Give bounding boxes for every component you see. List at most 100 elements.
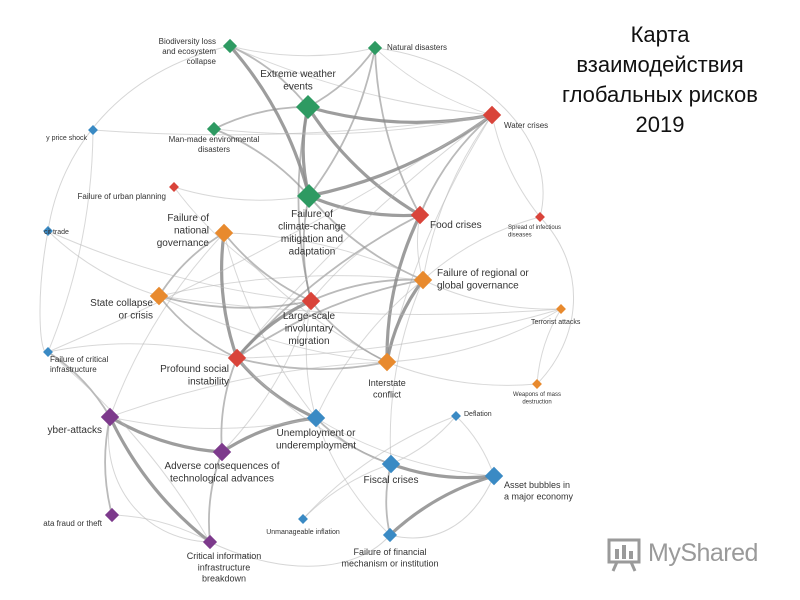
node-label-line: technological advances: [170, 474, 274, 485]
edge-climate_change-man_made: [213, 128, 310, 197]
risk-diamond-icon: [212, 442, 232, 462]
outer-link: [374, 47, 544, 218]
node-label-line: ata fraud or theft: [43, 519, 102, 528]
edge-state_collapse-interstate_conflict: [158, 295, 388, 363]
node-social_instability: Profound social instability: [160, 348, 247, 388]
node-label-line: infrastructure: [198, 562, 251, 572]
edge-cyber_attacks-data_fraud: [104, 416, 113, 516]
node-label-line: climate-change: [278, 222, 346, 233]
node-label-line: events: [283, 82, 312, 93]
node-label-line: Water crises: [504, 121, 548, 130]
node-label: Biodiversity loss and ecosystem collapse: [159, 37, 217, 66]
edge-climate_change-food_crises: [308, 194, 421, 218]
edge-water_crises-social_instability: [236, 114, 493, 359]
edge-critical_infrastructure-water_crises: [47, 114, 493, 353]
node-label-line: or crisis: [119, 311, 153, 322]
edge-regional_governance-interstate_conflict: [385, 279, 425, 363]
risk-diamond-icon: [377, 352, 397, 372]
edge-illicit_trade-state_collapse: [47, 230, 160, 297]
node-label-line: adaptation: [289, 247, 336, 258]
node-man_made: Man-made environmental disasters: [169, 121, 260, 154]
node-food_crises: Food crises: [410, 205, 482, 231]
risk-diamond-icon: [451, 411, 461, 421]
node-label-line: Biodiversity loss: [159, 37, 216, 46]
risk-diamond-icon: [381, 454, 401, 474]
node-urban_planning: Failure of urban planning: [77, 182, 179, 201]
edge-involuntary_migration-unemployment: [305, 300, 317, 419]
risk-diamond-icon: [306, 408, 326, 428]
node-label-line: Profound social: [160, 364, 229, 375]
edge-info_breakdown-critical_infrastructure: [47, 351, 211, 543]
node-label-line: destruction: [522, 400, 551, 406]
edge-natural_disasters-food_crises: [374, 47, 421, 216]
edge-fiscal_crises-unmanageable_inflation: [302, 463, 392, 520]
outer-link: [536, 216, 575, 385]
edge-regional_governance-terrorist_attacks: [422, 279, 562, 310]
edge-climate_change-natural_disasters: [308, 47, 376, 197]
node-label: Profound social instability: [160, 364, 229, 388]
node-label-line: cit trade: [44, 229, 69, 236]
edge-social_instability-terrorist_attacks: [236, 308, 562, 359]
node-label: Critical information infrastructure breakd…: [187, 551, 262, 584]
node-label: Asset bubbles in a major economy: [504, 480, 574, 501]
node-label-line: Terrorist attacks: [531, 319, 581, 326]
node-water_crises: Water crises: [482, 105, 548, 130]
node-label-line: Failure of regional or: [437, 268, 529, 279]
node-label-line: Natural disasters: [387, 43, 447, 52]
node-illicit_trade: cit trade: [43, 226, 69, 236]
edge-unemployment-asset_bubbles: [315, 417, 495, 477]
edge-natural_disasters-water_crises: [374, 47, 493, 116]
node-cyber_attacks: yber-attacks: [48, 407, 120, 436]
node-label-line: Man-made environmental: [169, 135, 260, 144]
title-line: взаимодействия: [576, 52, 744, 77]
edge-illicit_trade-involuntary_migration: [47, 230, 312, 302]
edge-regional_governance-national_governance: [223, 232, 424, 281]
node-label-line: governance: [157, 238, 210, 249]
node-label: Failure of critical infrastructure: [50, 355, 108, 374]
nodes-layer: Biodiversity loss and ecosystem collapse Na…: [43, 37, 581, 584]
node-label-line: migration: [288, 336, 329, 347]
risk-diamond-icon: [301, 291, 321, 311]
node-label-line: conflict: [373, 389, 402, 399]
node-infectious_diseases: Spread of infectious diseases: [508, 212, 561, 239]
node-label-line: Failure of financial: [353, 547, 426, 557]
edge-social_instability-unemployment: [235, 356, 317, 420]
node-label-line: instability: [188, 377, 229, 388]
node-unemployment: Unemployment or underemployment: [276, 408, 356, 452]
node-label-line: Asset bubbles in: [504, 480, 570, 490]
node-label-line: involuntary: [285, 324, 333, 335]
node-label: Fiscal crises: [363, 475, 418, 486]
node-label-line: Deflation: [464, 411, 492, 418]
edge-state_collapse-social_instability: [158, 295, 238, 359]
edge-cyber_attacks-adverse_tech: [109, 415, 223, 454]
edge-info_breakdown-data_fraud: [111, 514, 211, 543]
edge-unemployment-adverse_tech: [221, 416, 317, 454]
edge-adverse_tech-info_breakdown: [208, 451, 223, 543]
node-extreme_weather: Extreme weather events: [260, 69, 336, 120]
node-national_governance: Failure of national governance: [157, 213, 234, 249]
outer-link: [47, 45, 231, 232]
node-label: Extreme weather events: [260, 69, 336, 93]
edge-social_instability-critical_infrastructure: [47, 343, 238, 359]
risk-diamond-icon: [169, 182, 179, 192]
title-line: Карта: [630, 22, 690, 47]
edge-social_instability-interstate_conflict: [236, 357, 388, 371]
risk-diamond-icon: [149, 286, 169, 306]
edge-water_crises-interstate_conflict: [386, 114, 493, 363]
node-label: Weapons of mass destruction: [513, 392, 561, 406]
edge-involuntary_migration-interstate_conflict: [310, 300, 388, 363]
edge-regional_governance-social_instability: [236, 279, 424, 359]
node-label-line: Interstate: [368, 378, 406, 388]
node-adverse_tech: Adverse consequences of technological adv…: [164, 442, 280, 485]
edge-climate_change-water_crises: [308, 113, 493, 198]
edge-regional_governance-unemployment: [315, 279, 424, 419]
node-label-line: Extreme weather: [260, 69, 336, 80]
node-label-line: underemployment: [276, 441, 356, 452]
node-label: Water crises: [504, 121, 548, 130]
edge-state_collapse-terrorist_attacks: [158, 295, 562, 315]
node-label-line: infrastructure: [50, 365, 97, 374]
edge-state_collapse-involuntary_migration: [158, 295, 312, 309]
edge-unemployment-financial_failure: [315, 417, 391, 536]
node-label: Man-made environmental disasters: [169, 135, 260, 154]
title-line: глобальных рисков: [562, 82, 758, 107]
